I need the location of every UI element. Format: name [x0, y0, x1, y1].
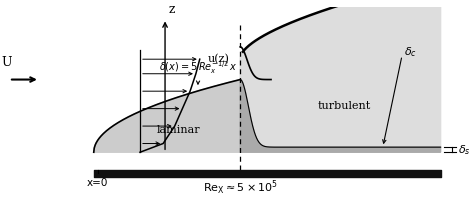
Text: laminar: laminar [157, 125, 201, 136]
Polygon shape [94, 80, 240, 152]
Text: $\delta_s$: $\delta_s$ [458, 143, 471, 157]
Text: z: z [169, 3, 175, 16]
Polygon shape [240, 0, 441, 147]
Text: U: U [2, 56, 12, 69]
Text: $\delta(x) = 5\,Re_x^{-1/2}\,x$: $\delta(x) = 5\,Re_x^{-1/2}\,x$ [159, 60, 238, 84]
Text: turbulent: turbulent [318, 101, 371, 111]
Text: $\delta(x) = 0.16\,Re_x^{-1/7}\,x$: $\delta(x) = 0.16\,Re_x^{-1/7}\,x$ [0, 198, 1, 199]
Polygon shape [240, 80, 441, 152]
Text: $\delta_c$: $\delta_c$ [404, 46, 417, 59]
Text: u(z): u(z) [208, 54, 229, 64]
Text: x=0: x=0 [87, 179, 108, 188]
Text: $\mathrm{Re_X} \approx 5 \times 10^5$: $\mathrm{Re_X} \approx 5 \times 10^5$ [202, 179, 278, 197]
